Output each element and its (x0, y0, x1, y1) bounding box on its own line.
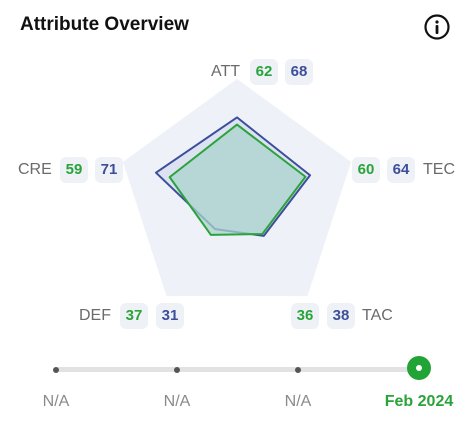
axis-label-tec: TEC (423, 161, 455, 178)
radar-series-layer (154, 116, 312, 237)
def-value-green: 37 (120, 303, 148, 329)
tac-value-green: 36 (291, 303, 319, 329)
timeline-label-3[interactable]: N/A (284, 393, 312, 410)
timeline-track[interactable] (56, 367, 420, 372)
tec-value-blue: 64 (387, 157, 415, 183)
timeline-label-active[interactable]: Feb 2024 (384, 393, 454, 410)
tac-value-blue: 38 (327, 303, 355, 329)
axis-label-def: DEF (79, 307, 111, 324)
tec-value-green: 60 (352, 157, 380, 183)
radar-chart (122, 79, 352, 297)
widget-title: Attribute Overview (20, 14, 189, 35)
axis-label-tac: TAC (362, 307, 393, 324)
cre-value-green: 59 (60, 157, 88, 183)
cre-value-blue: 71 (95, 157, 123, 183)
timeline-point-active[interactable] (407, 356, 431, 380)
axis-label-cre: CRE (18, 161, 52, 178)
att-value-blue: 68 (285, 59, 313, 85)
timeline-label-1[interactable]: N/A (42, 393, 70, 410)
timeline-label-2[interactable]: N/A (163, 393, 191, 410)
info-icon[interactable] (424, 14, 450, 40)
timeline-point-2[interactable] (174, 366, 180, 373)
timeline-point-3[interactable] (295, 366, 301, 373)
axis-label-att: ATT (211, 63, 241, 80)
def-value-blue: 31 (156, 303, 184, 329)
timeline-point-1[interactable] (53, 366, 59, 373)
radar-series-green (168, 123, 307, 236)
att-value-green: 62 (250, 59, 278, 85)
